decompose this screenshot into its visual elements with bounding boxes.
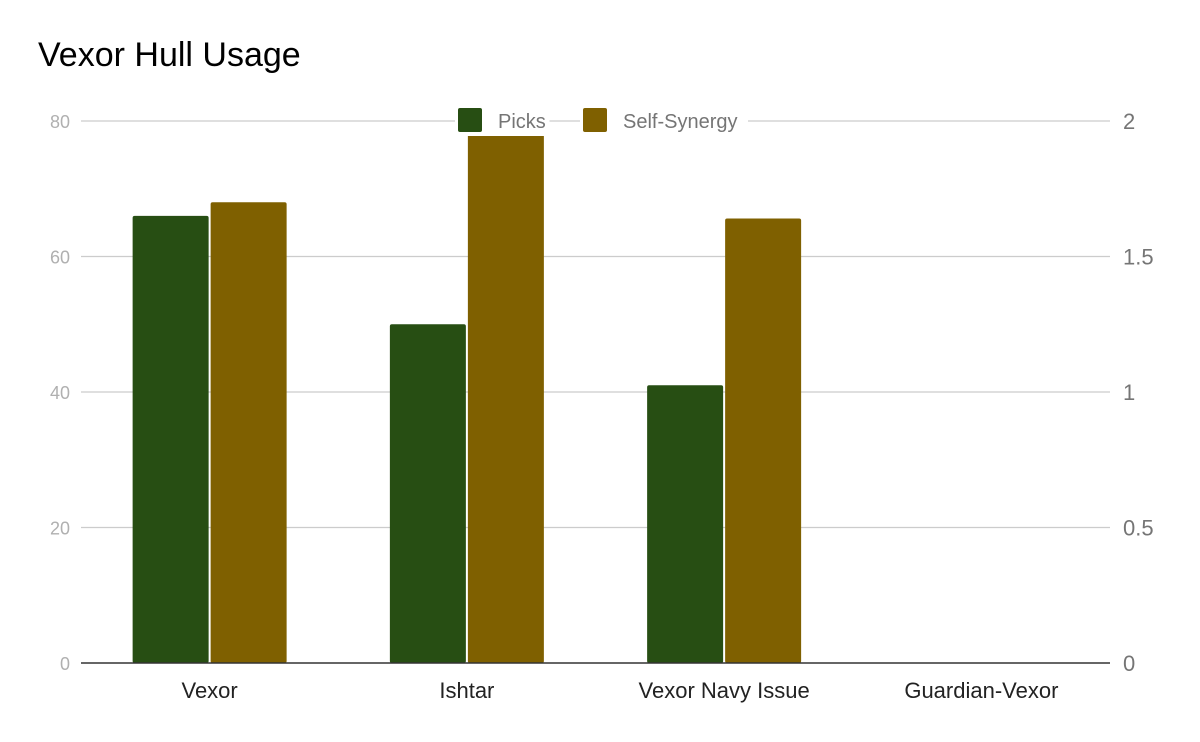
bar-self-synergy [467, 131, 544, 664]
y-right-tick-label: 1 [1123, 380, 1135, 405]
legend-swatch [583, 108, 607, 132]
y-left-tick-label: 20 [50, 519, 70, 539]
bar-picks [389, 324, 466, 663]
x-category-label: Vexor Navy Issue [639, 678, 810, 703]
legend-item-background [580, 104, 748, 136]
legend-label: Picks [498, 111, 546, 133]
legend-label: Self-Synergy [623, 111, 738, 133]
y-left-tick-label: 0 [60, 654, 70, 674]
legend-swatch [458, 108, 482, 132]
y-right-tick-label: 0 [1123, 651, 1135, 676]
y-right-tick-label: 0.5 [1123, 516, 1154, 541]
y-left-tick-label: 40 [50, 383, 70, 403]
chart-title: Vexor Hull Usage [38, 36, 301, 74]
bar-picks [647, 385, 724, 663]
bar-picks [132, 215, 209, 663]
y-right-tick-label: 1.5 [1123, 245, 1154, 270]
x-category-label: Ishtar [439, 678, 494, 703]
bar-self-synergy [210, 202, 287, 664]
y-left-tick-label: 80 [50, 112, 70, 132]
y-right-tick-label: 2 [1123, 109, 1135, 134]
x-category-label: Guardian-Vexor [904, 678, 1058, 703]
x-category-label: Vexor [181, 678, 237, 703]
bar-self-synergy [725, 218, 802, 663]
y-left-tick-label: 60 [50, 248, 70, 268]
